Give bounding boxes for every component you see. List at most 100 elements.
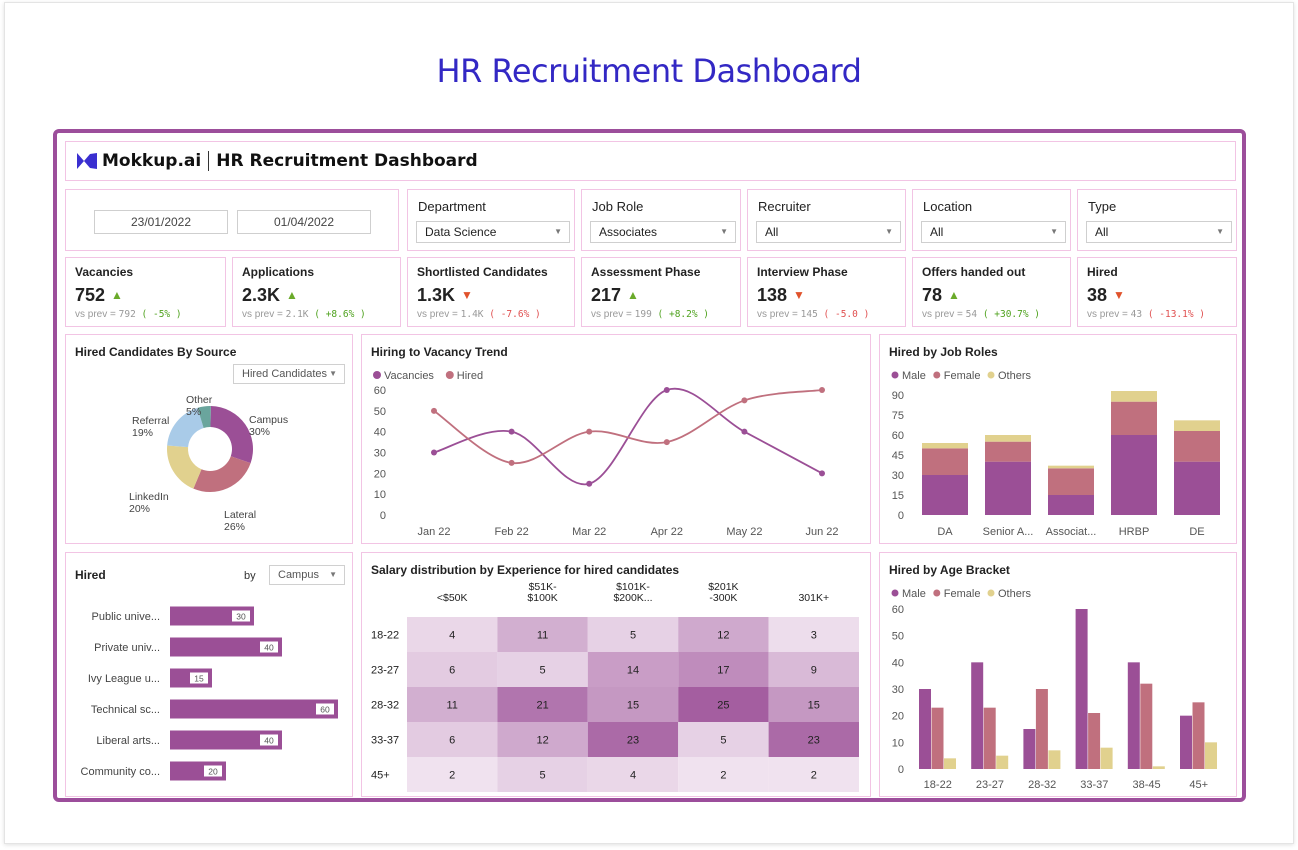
heatmap-cell (497, 687, 588, 722)
y-tick-label: 0 (380, 510, 386, 522)
trend-up-icon: ▲ (627, 288, 639, 302)
y-tick-label: 30 (374, 448, 386, 460)
source-dropdown[interactable]: Hired Candidates ▼ (233, 364, 345, 384)
trend-panel-title: Hiring to Vacancy Trend (371, 345, 508, 359)
grouped-bar (944, 758, 956, 769)
donut-slice-lateral (193, 456, 251, 492)
department-label: Department (418, 199, 486, 214)
heatmap-cell-value: 5 (540, 770, 546, 782)
y-tick-label: 90 (892, 390, 904, 402)
legend-dot (373, 371, 381, 379)
donut-label: Lateral (224, 509, 256, 521)
heatmap-cell-value: 5 (540, 665, 546, 677)
donut-percent: 26% (224, 521, 245, 533)
grouped-bar (1140, 683, 1153, 769)
x-tick-label: DA (937, 526, 953, 538)
date-filter-panel: 23/01/2022 01/04/2022 (65, 189, 399, 251)
heatmap-cell (768, 617, 859, 652)
grouped-bar (1100, 747, 1113, 769)
job-role-select[interactable]: Associates ▼ (590, 221, 736, 243)
job-role-filter: Job Role Associates ▼ (581, 189, 741, 251)
dashboard: Mokkup.ai HR Recruitment Dashboard 23/01… (53, 129, 1246, 802)
category-label: Liberal arts... (96, 735, 160, 747)
kpi-value: 38 ▼ (1087, 285, 1125, 306)
donut-slice-other (197, 406, 211, 428)
legend-label: Male (902, 588, 926, 600)
department-select[interactable]: Data Science ▼ (416, 221, 570, 243)
y-tick-label: 15 (892, 490, 904, 502)
grouped-bar (1088, 713, 1101, 769)
data-point (741, 428, 748, 435)
bar-value-label: 40 (264, 643, 274, 653)
category-label: Ivy League u... (88, 673, 160, 685)
trend-up-icon: ▲ (948, 288, 960, 302)
chevron-down-icon: ▼ (720, 227, 728, 236)
donut-slice-campus (210, 406, 253, 464)
grouped-bar (996, 755, 1009, 769)
recruiter-select[interactable]: All ▼ (756, 221, 901, 243)
kpi-card: Assessment Phase 217 ▲ vs prev = 199 ( +8.2… (581, 257, 741, 327)
data-point (508, 459, 515, 466)
bar-value-badge (232, 610, 250, 622)
heatmap-cell-value: 2 (720, 770, 726, 782)
y-tick-label: 50 (892, 631, 904, 643)
heatmap-cell-value: 23 (627, 735, 639, 747)
hired-dropdown[interactable]: Campus ▼ (269, 565, 345, 585)
type-select[interactable]: All ▼ (1086, 221, 1232, 243)
trend-line-chart: Vacancies Hired 0 10 20 30 40 50 60 Jan 22 Feb 22 M… (373, 370, 839, 538)
end-date-input[interactable]: 01/04/2022 (237, 210, 371, 234)
header-divider (208, 151, 210, 171)
kpi-label: Vacancies (75, 265, 134, 279)
stacked-bar-segment (922, 443, 968, 449)
roles-panel: Hired by Job Roles Male Female Others 0 15 30… (879, 334, 1237, 544)
kpi-prev-value: 199 (634, 309, 658, 320)
stacked-bar-segment (1174, 461, 1220, 515)
kpi-value-number: 1.3K (417, 285, 456, 305)
grouped-bar (1205, 742, 1217, 769)
heatmap-cell (587, 617, 679, 652)
series-line-vacancies (433, 387, 823, 486)
heatmap-cell (497, 652, 588, 687)
heatmap-cell (587, 757, 679, 792)
stacked-bar-segment (1111, 435, 1157, 515)
start-date-input[interactable]: 23/01/2022 (94, 210, 228, 234)
y-tick-label: 45 (892, 450, 904, 462)
location-filter: Location All ▼ (912, 189, 1071, 251)
kpi-prev-value: 145 (800, 309, 824, 320)
heatmap-cell-value: 15 (808, 700, 820, 712)
heatmap-cell (678, 687, 769, 722)
bar-value-badge (204, 765, 222, 777)
category-label: Private univ... (94, 642, 160, 654)
bar-value-label: 40 (264, 736, 274, 746)
stacked-bar-segment (985, 461, 1031, 515)
x-tick-label: HRBP (1119, 526, 1150, 538)
grouped-bar (1023, 729, 1036, 769)
column-header: $101K- (616, 581, 650, 593)
heatmap-cell-value: 11 (446, 700, 457, 712)
kpi-value: 1.3K ▼ (417, 285, 473, 306)
salary-panel: Salary distribution by Experience for hi… (361, 552, 871, 797)
kpi-prev-label: vs prev = (242, 309, 286, 320)
heatmap-cell-value: 6 (449, 665, 455, 677)
bar-value-badge (190, 672, 208, 684)
legend-dot (891, 589, 899, 597)
location-select[interactable]: All ▼ (921, 221, 1066, 243)
bar-value-label: 30 (236, 612, 246, 622)
y-tick-label: 20 (374, 468, 386, 480)
kpi-comparison: vs prev = 199 ( +8.2% ) (591, 309, 709, 320)
stacked-bar-segment (1174, 431, 1220, 462)
bar (170, 699, 338, 719)
recruiter-value: All (765, 225, 779, 239)
heatmap-cell-value: 3 (811, 630, 817, 642)
donut-label: Referral (132, 415, 169, 427)
legend-label: Female (944, 588, 981, 600)
kpi-change: ( +30.7% ) (982, 309, 1041, 320)
heatmap-cell (497, 722, 588, 757)
series-line-hired (433, 389, 823, 464)
kpi-value-number: 217 (591, 285, 622, 305)
column-header: <$50K (437, 592, 468, 604)
recruiter-filter: Recruiter All ▼ (747, 189, 906, 251)
y-tick-label: 60 (892, 604, 904, 616)
kpi-comparison: vs prev = 145 ( -5.0 ) (757, 309, 869, 320)
legend-label: Others (998, 588, 1032, 600)
